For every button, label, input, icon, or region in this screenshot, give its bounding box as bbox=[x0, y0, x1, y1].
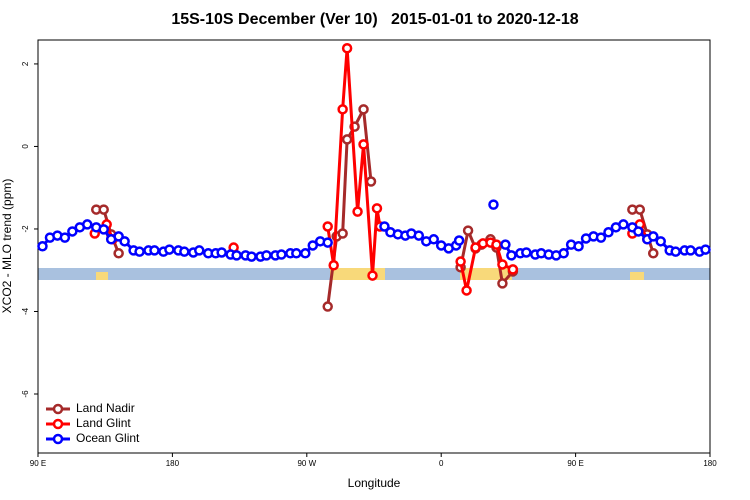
legend-marker bbox=[52, 418, 64, 430]
point bbox=[276, 249, 287, 260]
point bbox=[194, 245, 205, 256]
x-tick-label: 90 W bbox=[297, 459, 316, 468]
point bbox=[603, 227, 614, 238]
point bbox=[134, 246, 145, 257]
x-tick-label: 90 E bbox=[567, 459, 583, 468]
point bbox=[634, 204, 646, 215]
point bbox=[453, 235, 465, 246]
point bbox=[82, 219, 93, 230]
point bbox=[497, 278, 508, 289]
point bbox=[164, 244, 175, 255]
point bbox=[322, 301, 333, 312]
point bbox=[67, 226, 78, 237]
y-tick-label: -6 bbox=[21, 390, 30, 398]
point bbox=[322, 221, 333, 232]
legend-label: Land Nadir bbox=[76, 401, 135, 415]
point bbox=[379, 221, 390, 232]
point bbox=[231, 250, 242, 261]
point bbox=[488, 199, 499, 210]
point bbox=[461, 285, 472, 296]
point bbox=[337, 104, 348, 115]
point bbox=[497, 259, 508, 270]
point bbox=[648, 248, 659, 259]
point bbox=[633, 226, 644, 237]
point bbox=[337, 228, 348, 239]
point bbox=[113, 248, 124, 259]
point bbox=[462, 225, 474, 236]
point bbox=[506, 250, 517, 261]
point bbox=[291, 248, 302, 259]
point bbox=[655, 236, 666, 247]
point bbox=[59, 232, 71, 243]
point bbox=[700, 244, 711, 255]
point bbox=[367, 270, 378, 281]
y-tick-label: -2 bbox=[21, 225, 30, 233]
legend-label: Land Glint bbox=[76, 416, 131, 430]
land-band bbox=[630, 272, 644, 280]
y-tick-label: 0 bbox=[21, 144, 30, 149]
point bbox=[507, 264, 519, 275]
point bbox=[595, 232, 607, 243]
point bbox=[328, 260, 339, 271]
point bbox=[365, 176, 377, 187]
x-tick-label: 180 bbox=[703, 459, 717, 468]
point bbox=[307, 240, 319, 251]
point bbox=[216, 247, 227, 258]
point bbox=[648, 231, 659, 242]
x-tick-label: 180 bbox=[166, 459, 180, 468]
point bbox=[455, 256, 466, 267]
point bbox=[558, 248, 569, 259]
legend-marker bbox=[52, 403, 64, 415]
point bbox=[149, 245, 160, 256]
point bbox=[246, 251, 257, 262]
land-band bbox=[96, 272, 108, 280]
x-tick-label: 0 bbox=[439, 459, 444, 468]
point bbox=[37, 241, 48, 252]
y-axis-label: XCO2 - MLO trend (ppm) bbox=[0, 179, 14, 314]
point bbox=[358, 139, 369, 150]
point bbox=[119, 236, 130, 247]
legend-label: Ocean Glint bbox=[76, 431, 140, 445]
series bbox=[89, 43, 653, 296]
point bbox=[491, 239, 502, 250]
x-axis-label: Longitude bbox=[348, 476, 401, 490]
point bbox=[521, 247, 532, 258]
x-tick-label: 90 E bbox=[30, 459, 46, 468]
y-tick-label: 2 bbox=[21, 61, 30, 66]
point bbox=[358, 104, 369, 115]
point bbox=[261, 250, 272, 261]
point bbox=[341, 43, 353, 54]
point bbox=[685, 245, 696, 256]
point bbox=[352, 206, 363, 217]
series bbox=[37, 199, 711, 262]
point bbox=[500, 239, 511, 250]
point bbox=[470, 242, 481, 253]
y-tick-label: -4 bbox=[21, 307, 30, 315]
point bbox=[179, 246, 190, 257]
point bbox=[371, 203, 383, 214]
point bbox=[413, 230, 425, 241]
point bbox=[341, 134, 353, 145]
point bbox=[428, 234, 439, 245]
point bbox=[618, 219, 629, 230]
point bbox=[98, 224, 109, 235]
chart-title: 15S-10S December (Ver 10) 2015-01-01 to … bbox=[171, 11, 578, 28]
point bbox=[98, 204, 109, 215]
legend-marker bbox=[52, 433, 64, 445]
point bbox=[573, 241, 584, 252]
point bbox=[670, 246, 681, 257]
point bbox=[300, 248, 311, 259]
point bbox=[322, 237, 333, 248]
